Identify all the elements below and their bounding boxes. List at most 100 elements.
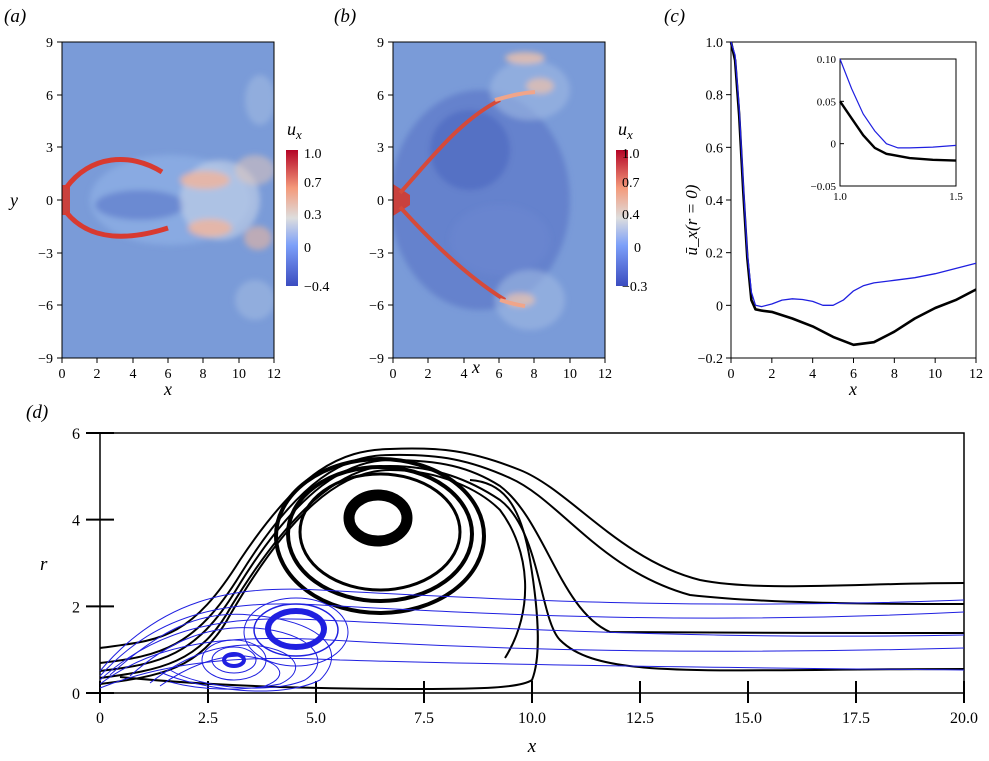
panel-a-colorbar [286,150,298,286]
inset-series-blue-line [839,58,957,149]
streamline [99,468,527,685]
tick-label: 9 [377,36,384,51]
streamline [99,447,965,649]
tick-label: 10 [232,367,246,382]
tick-label: 8 [891,367,898,382]
panel-c-x-ticks: 0 2 4 6 8 10 12 [728,358,983,382]
panel-a-cbar-ticks: 1.0 0.7 0.3 0 −0.4 [304,147,329,295]
panel-b-cbar-ticks: 1.0 0.7 0.4 0 −0.3 [622,147,647,295]
streamline [109,613,332,692]
panel-d-blue-vortices [201,597,349,681]
tick-label: 2 [768,367,775,382]
tick-label: 15.0 [734,710,762,727]
tick-label: 20.0 [950,710,978,727]
tick-label: −0.3 [622,280,647,295]
panel-b: (b) 9 6 3 0 −3 − [334,6,647,382]
panel-c-y-ticks: 1.0 0.8 0.6 0.4 0.2 0 −0.2 [698,36,731,367]
panel-c-inset-series [839,58,957,162]
streamline [99,458,965,672]
tick-label: 0.4 [622,208,640,223]
panel-b-colorbar [616,150,628,286]
panel-b-label: (b) [334,6,356,27]
tick-label: −6 [38,299,53,314]
tick-label: −6 [369,299,384,314]
tick-label: 8 [200,367,207,382]
streamline [129,627,319,689]
streamline [99,464,965,679]
panel-d-x-ticks: 0 2.5 5.0 7.5 10.0 12.5 15.0 17.5 20.0 [96,681,978,727]
tick-label: 10 [563,367,577,382]
panel-b-x-ticks: 0 2 4 6 8 10 12 [390,358,612,382]
tick-label: 5.0 [306,710,326,727]
panel-c-inset-x-ticks: 1.0 1.5 [833,191,963,203]
tick-label: 3 [46,141,53,156]
inset-series-black-line [839,100,957,162]
tick-label: 8 [531,367,538,382]
panel-b-cbar-title: ux [618,119,633,142]
panel-a-xlabel: x [163,379,172,399]
vortex-ring [253,603,339,657]
tick-label: 0 [831,139,837,151]
tick-label: 6 [72,426,80,443]
streamline [159,655,281,687]
panel-c-label: (c) [664,6,685,27]
tick-label: 4 [72,513,80,530]
tick-label: 1.5 [949,191,963,203]
panel-c-inset-y-ticks: 0.10 0.05 0 −0.05 [811,54,844,193]
tick-label: 6 [377,89,384,104]
tick-label: 1.0 [622,147,640,162]
panel-b-heatmap [393,42,605,358]
panel-a-label: (a) [4,6,26,27]
tick-label: 9 [46,36,53,51]
tick-label: 0 [716,299,723,314]
tick-label: 10 [928,367,942,382]
tick-label: 0.6 [706,141,724,156]
tick-label: 0.3 [304,208,322,223]
tick-label: 12 [969,367,983,382]
series-blue-line [730,41,977,308]
panel-d-xlabel: x [527,736,537,757]
panel-a-heatmap [62,42,274,358]
tick-label: 1.0 [833,191,847,203]
streamline [99,657,965,689]
panel-d-blue-streamlines [99,588,965,692]
tick-label: 12 [267,367,281,382]
tick-label: 6 [165,367,172,382]
vortex-core [343,489,413,547]
tick-label: 2 [94,367,101,382]
tick-label: 1.0 [304,147,322,162]
tick-label: 0 [46,194,53,209]
tick-label: 0.8 [706,89,724,104]
panel-c-xlabel: x [848,379,857,399]
vortex-ring [298,472,462,592]
tick-label: 0 [59,367,66,382]
streamline [99,618,965,681]
panel-c-inset-axes [839,58,957,187]
tick-label: 6 [850,367,857,382]
panel-a-cbar-title: ux [287,119,302,142]
tick-label: 0 [377,194,384,209]
tick-label: −0.2 [698,352,723,367]
streamline [99,637,965,685]
tick-label: 0 [634,241,641,256]
tick-label: 2 [425,367,432,382]
panel-d-ylabel: r [40,554,48,575]
panel-d-black-streamlines [99,447,965,691]
vortex-core [265,608,327,650]
vortex-ring [201,639,267,681]
panel-a-ylabel: y [8,190,18,210]
tick-label: 0 [728,367,735,382]
tick-label: −0.4 [304,280,329,295]
panel-a: (a) 9 6 3 0 −3 −6 [4,6,329,399]
tick-label: −3 [369,247,384,262]
panel-c-ylabel: ū_x(r = 0) [682,184,701,255]
vortex-ring [243,597,349,667]
tick-label: 0.05 [817,96,837,108]
streamline [99,603,965,677]
vortex-ring [274,457,486,615]
tick-label: 1.0 [706,36,724,51]
vortex-ring [211,646,257,674]
tick-label: 2 [72,599,80,616]
